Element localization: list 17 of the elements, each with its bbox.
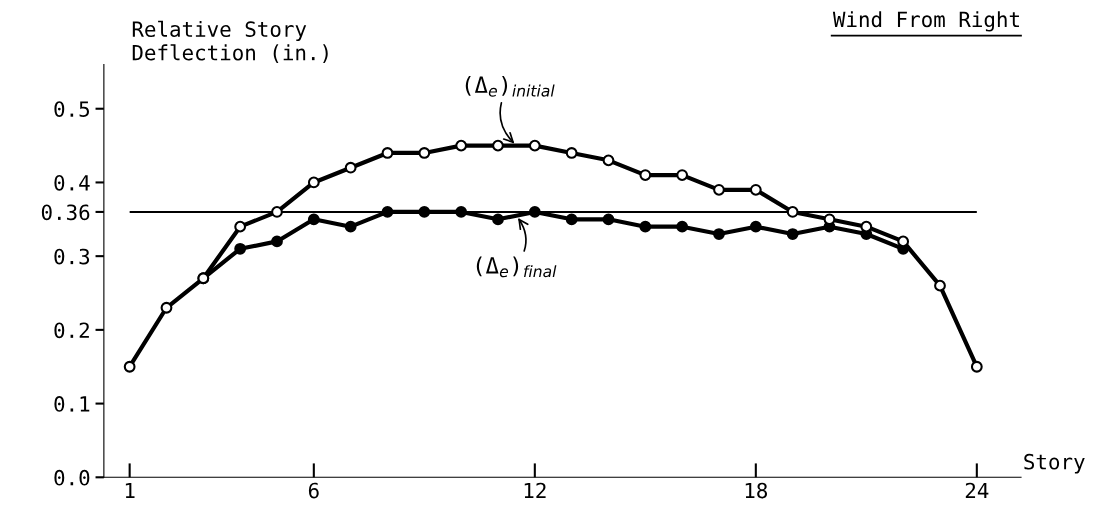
series-label: (Δ$_{e}$)$_{initial}$ bbox=[465, 75, 555, 97]
y-tick-label: 0.4 bbox=[54, 174, 90, 191]
x-tick-label: 6 bbox=[308, 482, 319, 499]
y-tick-label: 0.0 bbox=[54, 469, 90, 486]
x-axis-title: Story bbox=[1024, 453, 1085, 474]
chart-title: Wind From Right bbox=[832, 11, 1019, 32]
legend-label: (Δ$_{e}$)$_{final}$ bbox=[476, 256, 557, 278]
x-tick-label: 18 bbox=[745, 482, 768, 499]
x-tick-label: 24 bbox=[965, 482, 989, 499]
y-axis-title: Relative Story Deflection (in.) bbox=[132, 20, 328, 63]
y-tick-label: 0.1 bbox=[54, 396, 90, 412]
y-tick-label: 0.5 bbox=[54, 101, 90, 117]
x-tick-label: 1 bbox=[125, 482, 135, 499]
y-tick-label: 0.2 bbox=[54, 322, 89, 339]
y-tick-label: 0.36 bbox=[41, 204, 90, 221]
x-tick-label: 12 bbox=[524, 482, 546, 499]
y-tick-label: 0.3 bbox=[54, 248, 90, 265]
